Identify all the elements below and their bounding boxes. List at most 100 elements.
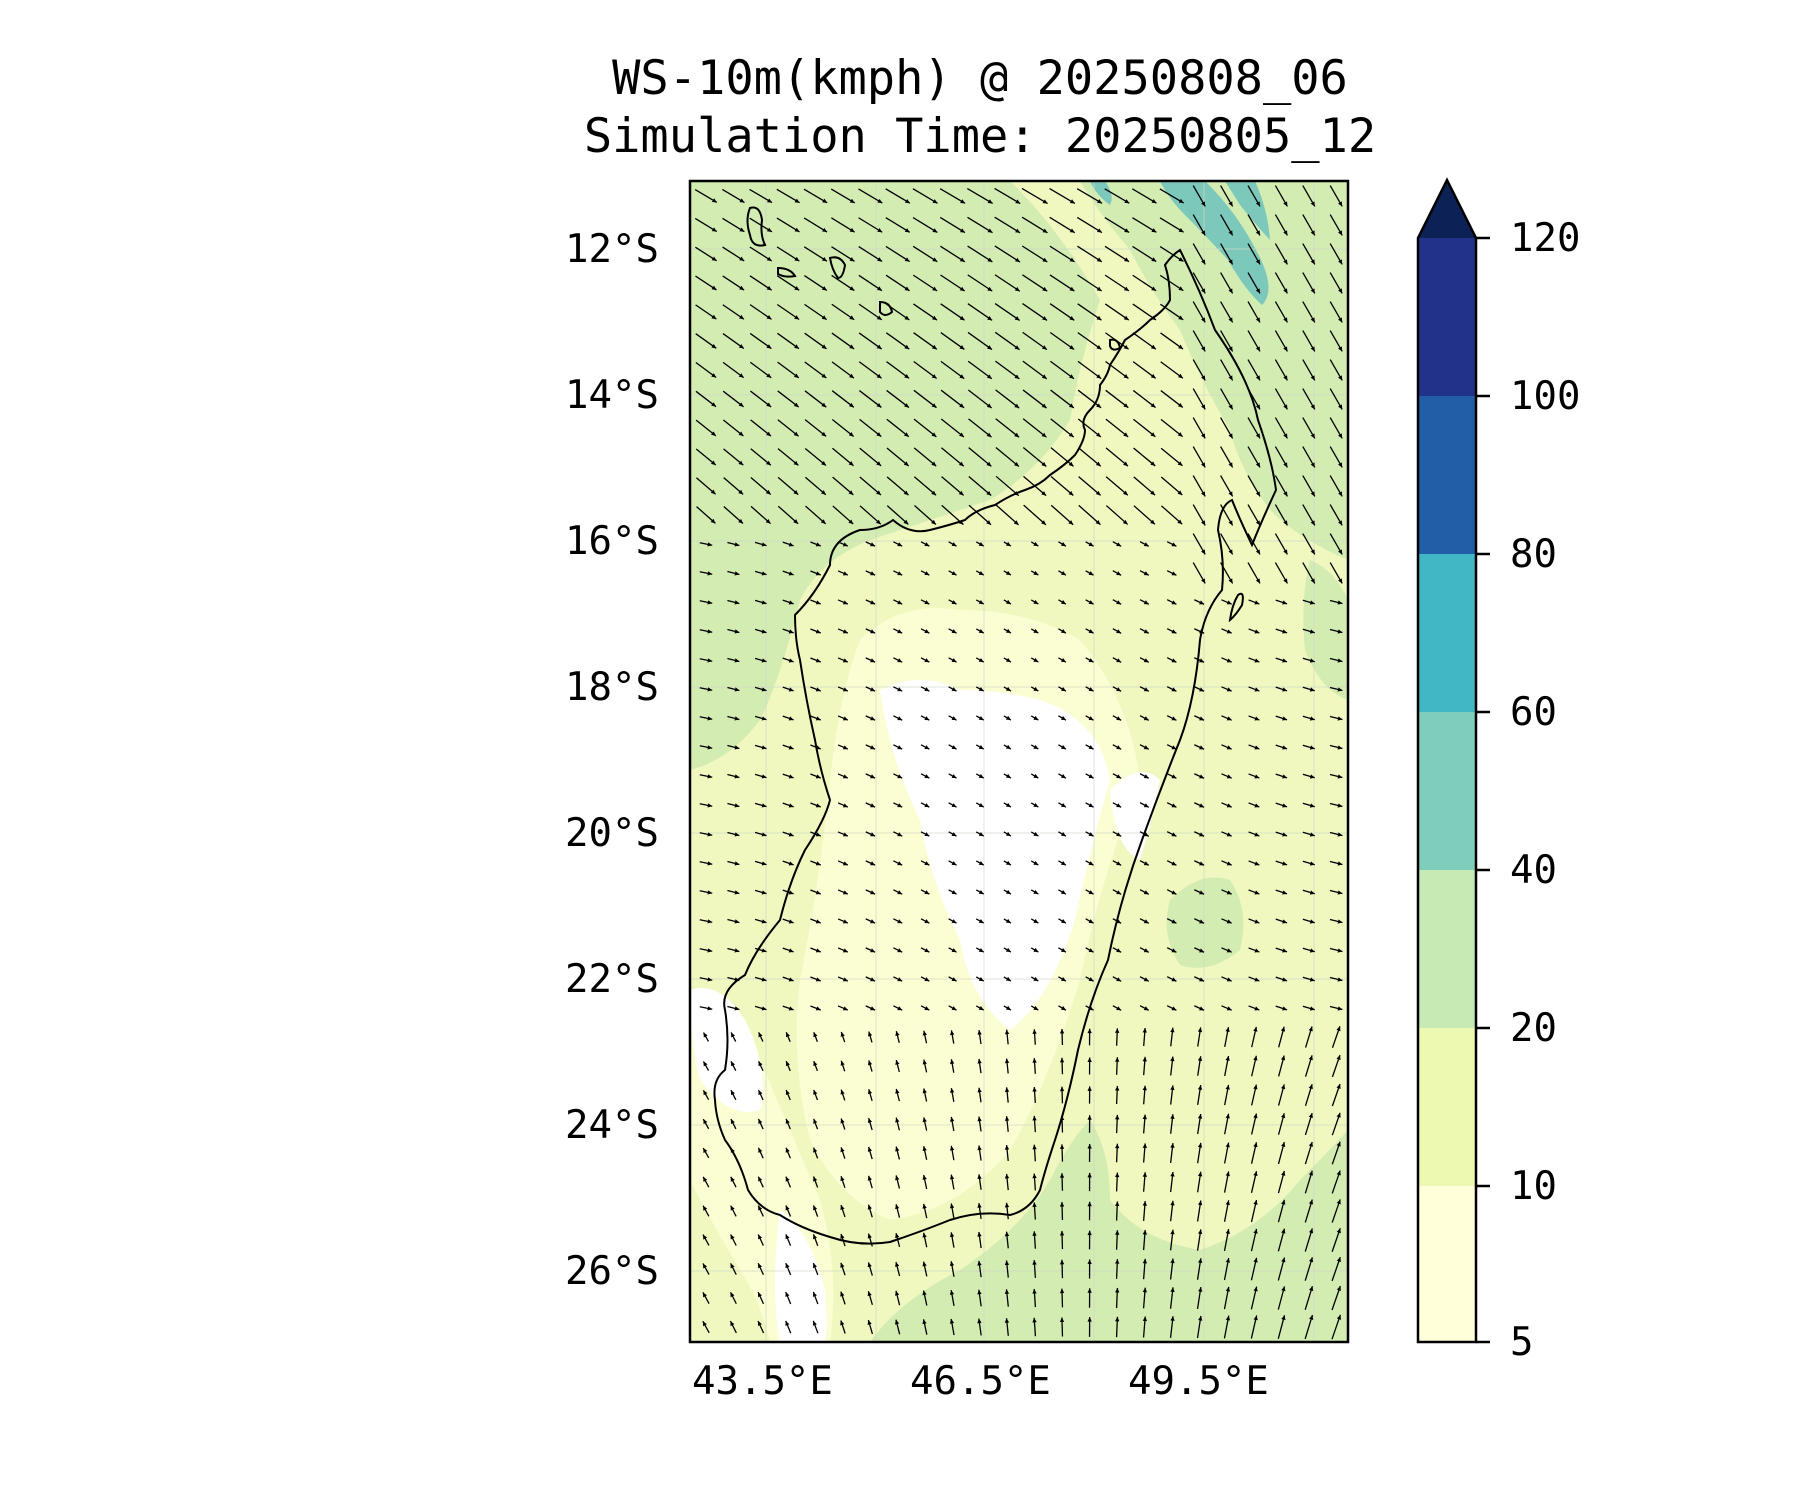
wind-arrow-head (730, 1234, 735, 1240)
wind-arrow-head (1197, 1142, 1203, 1148)
wind-arrow-head (840, 1205, 845, 1211)
wind-arrow-head (1069, 199, 1075, 204)
wind-arrow (858, 245, 883, 263)
wind-arrow-head (1123, 461, 1128, 467)
wind-arrow-head (1059, 1288, 1065, 1294)
wind-arrow-head (1177, 461, 1183, 466)
wind-arrow-head (1282, 716, 1288, 721)
wind-arrow-head (1033, 628, 1039, 634)
wind-arrow (885, 332, 910, 350)
wind-arrow-head (1005, 802, 1011, 808)
wind-arrow-head (815, 977, 821, 982)
wind-arrow-head (815, 774, 821, 779)
wind-arrow-head (870, 890, 876, 895)
wind-arrow (1159, 246, 1184, 262)
wind-arrow-head (922, 1319, 927, 1325)
wind-arrow-head (897, 861, 903, 866)
wind-arrow-head (876, 490, 881, 496)
wind-arrow-head (978, 716, 984, 721)
wind-arrow-head (1255, 462, 1260, 468)
wind-arrow-head (840, 1233, 845, 1239)
wind-arrow-head (1005, 628, 1011, 634)
wind-arrow-head (1283, 346, 1288, 352)
wind-arrow-head (842, 919, 848, 924)
wind-arrow (967, 360, 993, 380)
colorbar-bin-80-100 (1418, 396, 1476, 554)
wind-arrow-head (1122, 519, 1128, 525)
wind-arrow-head (794, 227, 800, 232)
wind-arrow-head (707, 542, 713, 547)
wind-arrow-head (1015, 257, 1020, 263)
wind-arrow (858, 361, 882, 379)
wind-arrow-head (949, 1116, 955, 1122)
wind-arrow-head (1283, 375, 1288, 381)
wind-arrow-head (958, 519, 964, 525)
wind-arrow-head (1338, 346, 1343, 352)
wind-arrow-head (767, 198, 773, 203)
wind-arrow-head (815, 803, 821, 808)
wind-arrow-head (1033, 541, 1039, 547)
wind-arrow-head (1253, 1200, 1258, 1205)
wind-arrow-head (1255, 578, 1260, 584)
wind-arrow-head (1142, 1287, 1148, 1293)
wind-arrow-head (1226, 890, 1232, 895)
wind-arrow-head (1337, 1006, 1343, 1011)
wind-arrow-head (1336, 1055, 1341, 1061)
wind-arrow-head (1253, 1286, 1258, 1292)
map-frame (688, 179, 1350, 1344)
wind-arrow-head (1171, 948, 1177, 953)
wind-arrow-head (1201, 346, 1206, 352)
wind-arrow-head (812, 1320, 817, 1326)
wind-arrow-head (1096, 403, 1102, 408)
wind-arrow-head (1059, 1057, 1065, 1063)
wind-arrow-head (1337, 745, 1343, 750)
wind-arrow-head (1201, 317, 1206, 323)
wind-arrow-head (785, 1176, 790, 1182)
wind-arrow-head (758, 1032, 763, 1038)
wind-arrow-head (820, 519, 826, 524)
wind-arrow-head (1178, 198, 1184, 204)
wind-arrow-head (761, 803, 767, 808)
wind-arrow-head (1143, 890, 1149, 895)
wind-arrow-head (815, 600, 821, 605)
wind-arrow-head (932, 228, 938, 233)
wind-arrow-head (1281, 1315, 1286, 1321)
wind-arrow-head (1116, 977, 1122, 982)
wind-arrow-head (1254, 803, 1260, 808)
wind-arrow-head (1201, 375, 1206, 381)
wind-arrow-head (765, 489, 771, 495)
wind-arrow-head (1254, 919, 1260, 924)
wind-arrow-head (1225, 1315, 1231, 1321)
island-northwest-1 (746, 206, 767, 247)
wind-arrow-head (707, 977, 713, 982)
wind-arrow (968, 447, 992, 467)
colorbar-bin-20-40 (1418, 870, 1476, 1028)
wind-arrow (912, 216, 938, 234)
wind-arrow-head (977, 1116, 982, 1122)
title-line-1: WS-10m(kmph) @ 20250808_06 (612, 51, 1348, 106)
wind-arrow-head (734, 658, 740, 663)
wind-arrow-head (785, 1205, 790, 1211)
wind-arrow-head (1060, 832, 1066, 837)
wind-arrow-head (1088, 1006, 1094, 1011)
wind-arrow-head (788, 571, 794, 576)
wind-arrow-head (1088, 890, 1094, 895)
wind-arrow-head (788, 861, 794, 866)
wind-arrow-head (959, 374, 965, 379)
wind-arrow-head (1042, 199, 1048, 204)
wind-arrow-head (1068, 432, 1074, 438)
wind-arrow-head (1033, 889, 1039, 895)
wind-arrow-head (707, 1006, 713, 1011)
wind-arrow-head (1143, 948, 1149, 953)
wind-arrow-head (1336, 1314, 1341, 1320)
wind-arrow (1104, 216, 1130, 234)
wind-arrow-head (788, 658, 794, 663)
wind-arrow-head (924, 542, 930, 547)
wind-arrow-head (924, 571, 930, 576)
wind-arrow-head (1309, 890, 1315, 895)
wind-arrow-head (1282, 890, 1288, 895)
wind-arrow-head (1068, 403, 1074, 408)
wind-arrow-head (794, 315, 800, 320)
wind-arrow (1132, 361, 1157, 379)
wind-arrow-head (1069, 257, 1075, 262)
